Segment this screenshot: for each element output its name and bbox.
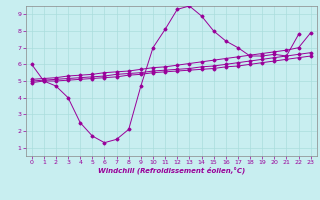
X-axis label: Windchill (Refroidissement éolien,°C): Windchill (Refroidissement éolien,°C) (98, 167, 245, 174)
